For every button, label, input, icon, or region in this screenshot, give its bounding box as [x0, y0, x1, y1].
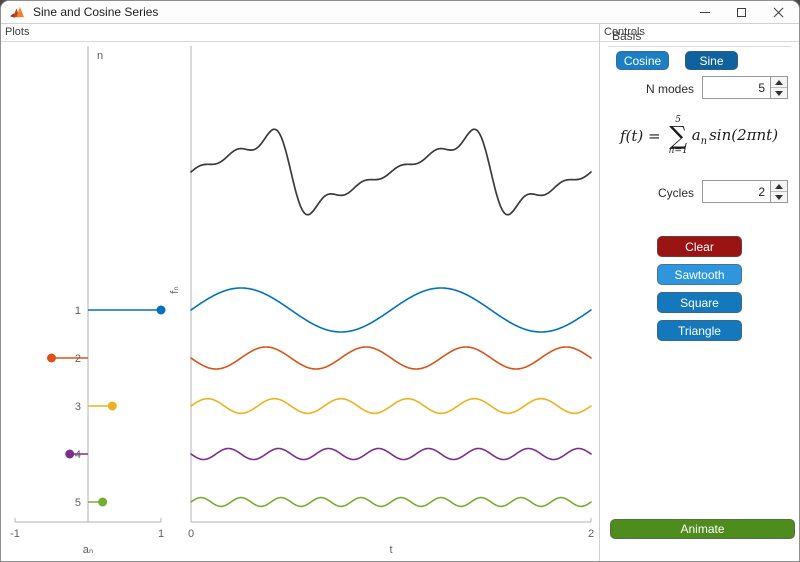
plots-canvas: -1 1 aₙ n 1 2 3 4 5 0 2 t fₙ	[10, 46, 594, 556]
formula-lhs: f(t)	[619, 127, 644, 145]
n-modes-increment-button[interactable]	[771, 77, 787, 88]
n-modes-label: N modes	[645, 82, 694, 96]
cycles-arrows	[770, 181, 787, 202]
cycles-increment-button[interactable]	[771, 181, 787, 192]
n-modes-input[interactable]	[703, 77, 770, 98]
basis-label: Basis	[612, 29, 642, 43]
svg-text:n: n	[97, 50, 103, 62]
window-title: Sine and Cosine Series	[33, 5, 159, 19]
maximize-button[interactable]	[723, 1, 760, 23]
arrow-up-icon	[775, 79, 783, 85]
formula-equals: =	[648, 127, 661, 145]
basis-divider	[608, 46, 791, 47]
sawtooth-button[interactable]: Sawtooth	[657, 264, 742, 285]
animate-button[interactable]: Animate	[610, 519, 795, 539]
n-modes-arrows	[770, 77, 787, 98]
formula-coef: a	[691, 125, 701, 144]
formula-term: an sin(2πnt)	[692, 126, 778, 147]
maximize-icon	[737, 7, 746, 17]
cycles-input[interactable]	[703, 181, 770, 202]
svg-text:4: 4	[75, 449, 81, 461]
formula-trig: sin(2πnt)	[709, 125, 779, 144]
triangle-button[interactable]: Triangle	[657, 320, 742, 341]
svg-text:fₙ: fₙ	[169, 286, 181, 293]
cycles-label: Cycles	[657, 186, 694, 200]
svg-text:1: 1	[75, 305, 81, 317]
sine-toggle-button[interactable]: Sine	[685, 51, 738, 70]
matlab-icon	[10, 6, 24, 18]
svg-text:1: 1	[158, 528, 164, 540]
formula-display: f(t) = 5 ∑ n=1 an sin(2πnt)	[610, 112, 788, 160]
formula-coef-sub: n	[700, 135, 708, 147]
svg-text:2: 2	[588, 528, 594, 540]
svg-text:3: 3	[75, 401, 81, 413]
minimize-icon	[699, 11, 710, 13]
formula-sum-lower: n=1	[668, 146, 688, 156]
close-button[interactable]	[760, 1, 797, 23]
controls-panel-header: Controls	[600, 24, 799, 42]
formula-sum: 5 ∑ n=1	[669, 116, 688, 156]
svg-text:aₙ: aₙ	[83, 544, 94, 556]
sigma-symbol: ∑	[669, 121, 688, 150]
arrow-down-icon	[775, 90, 783, 96]
controls-panel: Controls Basis Cosine Sine N modes f(t) …	[600, 24, 799, 561]
cosine-toggle-button[interactable]: Cosine	[616, 51, 669, 70]
svg-text:t: t	[389, 544, 392, 556]
svg-text:-1: -1	[10, 528, 20, 540]
arrow-up-icon	[775, 183, 783, 189]
svg-text:5: 5	[75, 497, 81, 509]
square-button[interactable]: Square	[657, 292, 742, 313]
formula-sum-upper: 5	[675, 115, 682, 125]
close-icon	[773, 7, 784, 18]
plots-panel: Plots -1 1 aₙ n 1 2 3 4 5 0 2 t fₙ	[1, 24, 600, 561]
arrow-down-icon	[775, 194, 783, 200]
minimize-button[interactable]	[686, 1, 723, 23]
n-modes-decrement-button[interactable]	[771, 88, 787, 98]
titlebar: Sine and Cosine Series	[1, 1, 799, 24]
svg-text:2: 2	[75, 353, 81, 365]
n-modes-spinner	[702, 76, 788, 99]
cycles-spinner	[702, 180, 788, 203]
window-controls	[686, 1, 797, 23]
cycles-decrement-button[interactable]	[771, 192, 787, 202]
plots-panel-header: Plots	[1, 24, 599, 42]
svg-text:0: 0	[188, 528, 194, 540]
clear-button[interactable]: Clear	[657, 236, 742, 257]
main-area: Plots -1 1 aₙ n 1 2 3 4 5 0 2 t fₙ Controls Basis Co…	[1, 24, 799, 561]
